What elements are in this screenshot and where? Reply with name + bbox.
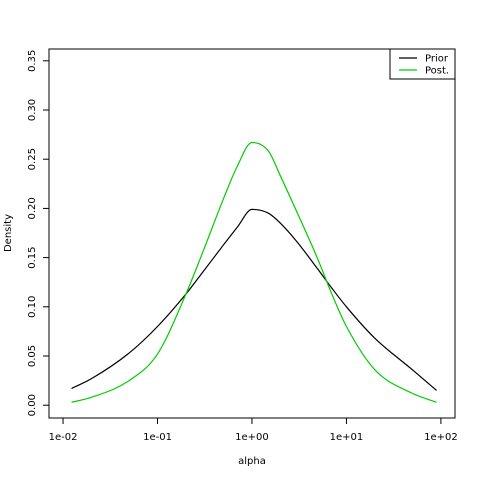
- x-tick-label: 1e+02: [424, 432, 458, 443]
- x-axis: 1e-02 1e-01 1e+00 1e+01 1e+02: [49, 418, 458, 443]
- plot-area: [71, 141, 437, 403]
- y-tick-label: 0.20: [27, 197, 38, 219]
- x-tick-label: 1e+01: [330, 432, 364, 443]
- series-line-post: [71, 141, 437, 403]
- y-tick-label: 0.15: [27, 246, 38, 268]
- y-tick-label: 0.00: [27, 394, 38, 416]
- legend-label: Prior: [425, 54, 449, 65]
- x-tick-label: 1e+00: [235, 432, 269, 443]
- x-tick-label: 1e-01: [143, 432, 172, 443]
- y-tick-label: 0.35: [27, 50, 38, 72]
- y-axis: 0.00 0.05 0.10 0.15 0.20 0.25 0.30 0.35: [27, 50, 49, 416]
- y-tick-label: 0.30: [27, 99, 38, 121]
- series-line-prior: [71, 208, 437, 391]
- x-tick-label: 1e-02: [49, 432, 78, 443]
- legend-box: [389, 48, 456, 80]
- y-tick-label: 0.10: [27, 296, 38, 318]
- y-tick-label: 0.25: [27, 148, 38, 170]
- y-tick-label: 0.05: [27, 345, 38, 367]
- x-axis-title: alpha: [238, 456, 266, 467]
- legend-label: Post.: [425, 66, 449, 77]
- y-axis-title: Density: [3, 214, 14, 252]
